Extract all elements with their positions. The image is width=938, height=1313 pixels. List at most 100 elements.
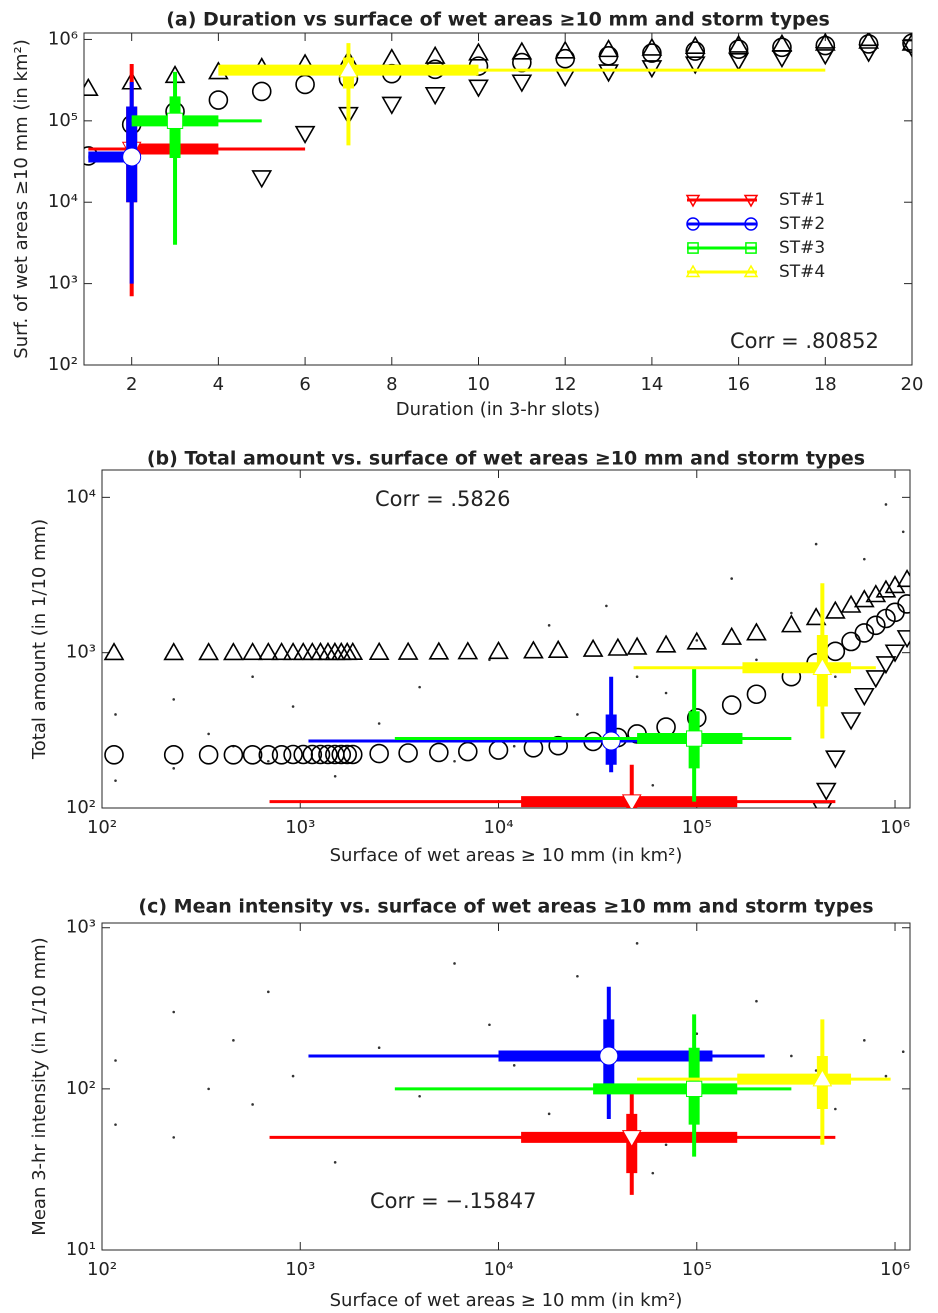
x-axis-label: Surface of wet areas ≥ 10 mm (in km²) [330,845,683,866]
reference-marker [780,614,802,633]
reference-marker [424,45,446,64]
data-point [576,974,579,978]
reference-marker [858,44,880,63]
reference-marker [318,744,338,765]
reference-marker [896,630,910,649]
reference-marker [746,622,767,641]
legend-label: ST#4 [779,262,825,282]
y-tick-label: 10² [66,797,96,818]
data-point [232,1039,235,1042]
reference-marker [655,634,677,653]
y-tick-label: 10² [48,354,78,375]
x-axis-label: Duration (in 3-hr slots) [396,399,600,420]
legend-marker [743,194,759,208]
x-tick-label: 14 [640,374,663,395]
chart-title: (a) Duration vs surface of wet areas ≥10… [166,9,830,31]
reference-marker [814,47,836,66]
x-tick-label: 10³ [285,1259,315,1280]
reference-marker [242,641,263,661]
data-point [333,1161,337,1164]
reference-marker [853,687,875,707]
reference-marker [875,656,897,675]
reference-marker [685,41,706,61]
reference-marker [271,745,292,765]
x-tick-label: 10³ [285,817,315,838]
x-tick-label: 2 [126,374,137,395]
reference-marker [684,56,706,75]
data-point [267,759,270,763]
x-axis-label: Surface of wet areas ≥ 10 mm (in km²) [330,1290,683,1311]
reference-marker [721,626,743,645]
chart-title: (c) Mean intensity vs. surface of wet ar… [138,896,873,918]
data-point [834,675,837,679]
reference-marker [866,615,886,636]
legend-label: ST#1 [779,190,825,210]
legend-label: ST#2 [779,214,825,234]
reference-marker [398,743,418,763]
x-tick-label: 18 [814,374,837,395]
reference-marker [381,96,403,115]
x-tick-label: 10⁴ [483,817,513,838]
reference-marker [468,79,489,98]
y-tick-label: 10³ [48,273,78,294]
x-tick-label: 12 [554,374,577,395]
reference-marker [840,594,862,613]
reference-marker [283,744,303,765]
reference-marker [468,42,489,61]
data-point [755,999,758,1003]
reference-marker [854,623,875,643]
plot-frame [83,32,913,366]
storm-type-center [601,731,621,751]
data-point [863,1039,866,1042]
data-point [488,1023,491,1027]
legend-marker [685,194,701,208]
data-point [814,542,818,546]
x-tick-label: 10⁴ [483,1259,513,1280]
legend-marker [745,242,757,254]
reference-marker [368,641,390,660]
reference-marker [198,642,220,661]
data-point [755,658,758,662]
data-point [664,691,668,695]
reference-marker [302,744,323,765]
data-point [790,611,793,615]
data-point [605,604,608,608]
storm-type-center [685,730,703,747]
data-point [834,1107,837,1111]
x-tick-label: 10⁵ [682,817,712,838]
data-point [418,1094,421,1098]
correlation-annotation: Corr = −.15847 [370,1189,536,1213]
data-point [863,557,866,561]
reference-marker [858,33,880,49]
data-point [790,1054,793,1058]
data-point [547,624,551,627]
x-tick-label: 10² [87,1259,117,1280]
reference-marker [104,745,124,765]
reference-marker [875,579,897,598]
storm-type-center [812,657,833,675]
reference-marker [858,34,879,54]
data-point [884,503,888,506]
reference-marker [721,695,742,715]
reference-marker [258,745,279,765]
reference-marker [824,750,846,769]
reference-marker [511,74,533,93]
plot-area [84,33,912,297]
data-point [172,698,176,701]
reference-marker [369,743,389,764]
data-point [172,1136,176,1139]
reference-marker [163,745,184,765]
data-point [547,1112,551,1116]
legend-marker [687,242,699,254]
reference-marker [728,39,749,59]
reference-marker [901,33,912,51]
reference-marker [547,639,569,658]
reference-marker [457,641,479,660]
data-point [251,1103,254,1106]
reference-marker [163,642,185,661]
data-point [651,1171,655,1175]
x-tick-label: 10⁶ [880,817,910,838]
data-point [267,990,270,994]
legend-marker [685,264,701,278]
x-tick-label: 20 [901,374,924,395]
